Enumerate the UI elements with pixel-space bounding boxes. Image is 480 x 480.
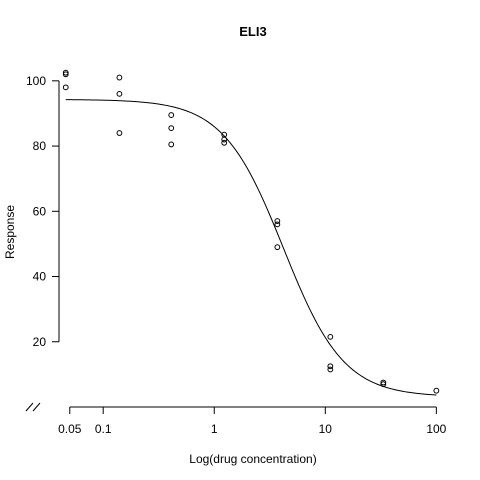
data-point [117,131,122,136]
y-tick-label: 40 [33,270,47,284]
axis-break-mark [26,403,33,411]
data-point [169,126,174,131]
data-point [328,367,333,372]
x-tick-label: 100 [426,422,446,436]
fit-layer [66,100,437,395]
y-tick-label: 60 [33,204,47,218]
chart-title: ELI3 [239,24,266,39]
data-point [117,91,122,96]
data-point [275,222,280,227]
y-tick-label: 20 [33,335,47,349]
y-axis-label: Response [3,205,17,259]
data-point [63,85,68,90]
x-tick-label: 0.05 [58,422,82,436]
x-axis-label: Log(drug concentration) [189,452,316,466]
x-tick-label: 0.1 [95,422,112,436]
data-point [222,140,227,145]
x-tick-label: 10 [319,422,333,436]
data-point [117,75,122,80]
data-point [275,245,280,250]
x-axis: 0.05 0.1 1 10 100 [26,403,447,436]
data-point [169,142,174,147]
data-point [328,334,333,339]
data-point [169,113,174,118]
data-point [434,388,439,393]
y-axis: 20 40 60 80 100 [26,74,59,349]
x-tick-label: 1 [211,422,218,436]
fit-curve [66,100,437,395]
axis-break-mark [33,403,40,411]
y-tick-label: 100 [26,74,46,88]
points-layer [63,70,438,393]
y-tick-label: 80 [33,139,47,153]
